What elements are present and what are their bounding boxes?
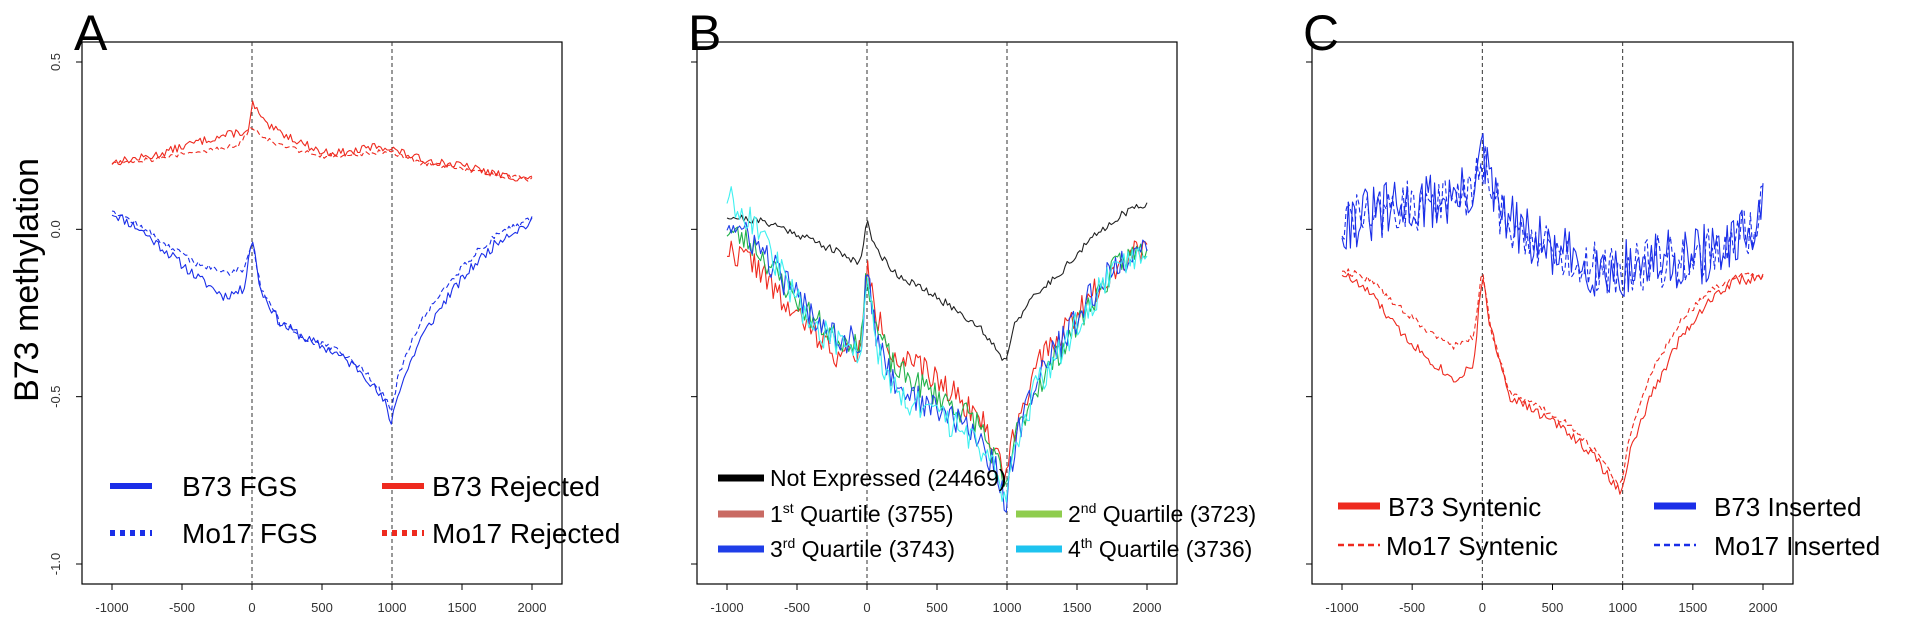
panel-a-legend: B73 FGS B73 Rejected Mo17 FGS Mo17 Rejec… xyxy=(110,471,620,549)
y-axis-title: B73 methylation xyxy=(8,158,46,402)
legend-2nd-rest: Quartile (3723) xyxy=(1096,501,1256,527)
legend-1st-sup: st xyxy=(783,500,794,516)
legend-label-not-expressed: Not Expressed (24469) xyxy=(770,465,1007,491)
series-line-not-expressed-24469 xyxy=(726,202,1148,361)
y-tick-label: -1.0 xyxy=(48,553,63,575)
legend-label-b73-fgs: B73 FGS xyxy=(182,471,297,502)
x-tick-label: -500 xyxy=(1399,600,1425,615)
x-tick-label: 1000 xyxy=(378,600,407,615)
series-line-b73-syntenic xyxy=(1341,272,1764,495)
series-line-b73-rejected xyxy=(111,100,533,182)
panel-c-chart: -1000 -500 0 500 1000 1500 2000 xyxy=(1306,41,1794,615)
x-tick-label: 500 xyxy=(311,600,333,615)
panel-letter-b: B xyxy=(688,5,721,61)
legend-label-4th-quartile: 4th Quartile (3736) xyxy=(1068,535,1252,562)
x-tick-label: 500 xyxy=(1542,600,1564,615)
series-line-2nd-quartile-3723 xyxy=(726,226,1148,487)
panel-a-chart: -1000 -500 0 500 1000 1500 2000 -1.0 -0.5 0.0 0.5 xyxy=(48,41,563,615)
x-tick-label: -500 xyxy=(784,600,810,615)
legend-2nd-sup: nd xyxy=(1081,500,1097,516)
x-tick-label: 1000 xyxy=(1608,600,1637,615)
legend-2nd-ordinal: 2 xyxy=(1068,501,1081,527)
panel-letter-c: C xyxy=(1303,5,1339,61)
legend-3rd-sup: rd xyxy=(783,535,795,551)
panel-b-chart: -1000 -500 0 500 1000 1500 2000 xyxy=(691,41,1178,615)
legend-4th-rest: Quartile (3736) xyxy=(1092,536,1252,562)
series-line-b73-fgs xyxy=(111,214,533,425)
legend-label-mo17-syntenic: Mo17 Syntenic xyxy=(1386,531,1558,561)
series-line-4th-quartile-3736 xyxy=(726,186,1148,503)
legend-label-b73-syntenic: B73 Syntenic xyxy=(1388,492,1541,522)
legend-label-3rd-quartile: 3rd Quartile (3743) xyxy=(770,535,955,562)
x-tick-label: 2000 xyxy=(518,600,547,615)
series-line-b73-inserted xyxy=(1341,132,1764,297)
legend-3rd-ordinal: 3 xyxy=(770,536,783,562)
x-tick-label: 2000 xyxy=(1749,600,1778,615)
x-tick-label: 500 xyxy=(926,600,948,615)
series-line-mo17-inserted xyxy=(1341,145,1764,295)
x-tick-label: 0 xyxy=(1479,600,1486,615)
series-line-mo17-syntenic xyxy=(1342,268,1764,485)
legend-label-1st-quartile: 1st Quartile (3755) xyxy=(770,500,954,527)
legend-4th-ordinal: 4 xyxy=(1068,536,1081,562)
x-tick-label: 0 xyxy=(863,600,870,615)
legend-label-mo17-rejected: Mo17 Rejected xyxy=(432,518,620,549)
x-tick-label: -1000 xyxy=(1325,600,1358,615)
x-tick-label: -500 xyxy=(169,600,195,615)
legend-1st-rest: Quartile (3755) xyxy=(794,501,954,527)
panel-letter-a: A xyxy=(74,5,108,61)
x-tick-label: 1500 xyxy=(1063,600,1092,615)
plot-frame xyxy=(81,41,563,585)
y-tick-label: -0.5 xyxy=(48,385,63,407)
legend-3rd-rest: Quartile (3743) xyxy=(795,536,955,562)
y-tick-label: 0.0 xyxy=(48,220,63,238)
legend-label-b73-rejected: B73 Rejected xyxy=(432,471,600,502)
series-line-mo17-fgs xyxy=(111,210,533,412)
panel-b-legend: Not Expressed (24469) 1st Quartile (3755… xyxy=(718,465,1256,562)
x-tick-label: 1500 xyxy=(1678,600,1707,615)
x-tick-label: -1000 xyxy=(710,600,743,615)
series-line-mo17-rejected xyxy=(111,127,533,182)
legend-label-mo17-fgs: Mo17 FGS xyxy=(182,518,317,549)
series-line-1st-quartile-3755 xyxy=(726,240,1148,483)
panel-c-legend: B73 Syntenic B73 Inserted Mo17 Syntenic … xyxy=(1338,492,1880,561)
legend-1st-ordinal: 1 xyxy=(770,501,783,527)
x-tick-label: 0 xyxy=(248,600,255,615)
y-tick-label: 0.5 xyxy=(48,53,63,71)
x-tick-label: 1000 xyxy=(993,600,1022,615)
x-tick-label: -1000 xyxy=(95,600,128,615)
x-tick-label: 2000 xyxy=(1133,600,1162,615)
legend-label-2nd-quartile: 2nd Quartile (3723) xyxy=(1068,500,1256,527)
legend-label-b73-inserted: B73 Inserted xyxy=(1714,492,1861,522)
x-tick-label: 1500 xyxy=(448,600,477,615)
legend-4th-sup: th xyxy=(1081,535,1093,551)
legend-label-mo17-inserted: Mo17 Inserted xyxy=(1714,531,1880,561)
